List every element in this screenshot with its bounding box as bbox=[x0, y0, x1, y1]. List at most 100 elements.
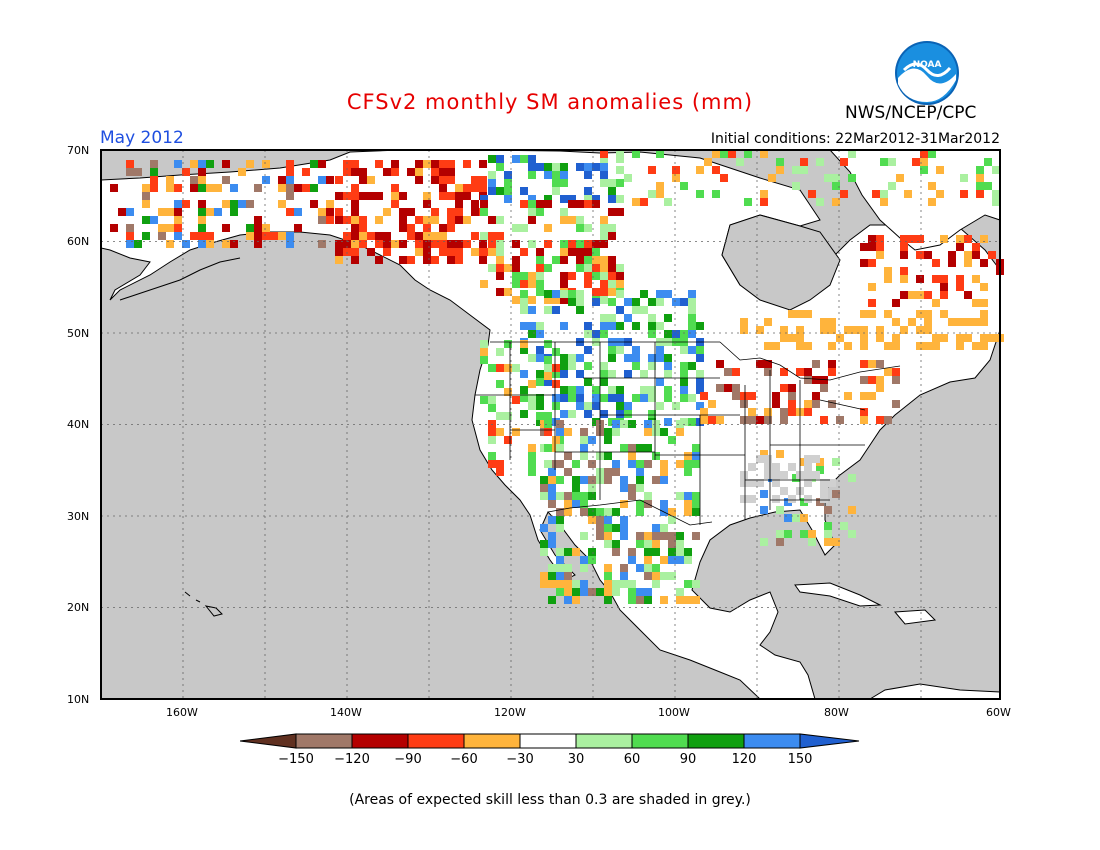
anomaly-cell bbox=[504, 171, 512, 179]
anomaly-cell bbox=[552, 394, 560, 402]
anomaly-cell bbox=[612, 588, 620, 596]
anomaly-cell bbox=[568, 195, 576, 203]
anomaly-cell bbox=[676, 428, 684, 436]
colorbar-bin bbox=[687, 733, 745, 749]
anomaly-cell bbox=[724, 384, 732, 392]
anomaly-cell bbox=[439, 232, 447, 240]
anomaly-cell bbox=[604, 532, 612, 540]
anomaly-cell bbox=[600, 150, 608, 158]
anomaly-cell bbox=[644, 428, 652, 436]
anomaly-cell bbox=[576, 306, 584, 314]
anomaly-cell bbox=[166, 208, 174, 216]
anomaly-cell bbox=[888, 158, 896, 166]
anomaly-cell bbox=[804, 310, 812, 318]
anomaly-cell bbox=[692, 508, 700, 516]
anomaly-cell bbox=[616, 264, 624, 272]
anomaly-cell bbox=[644, 588, 652, 596]
anomaly-cell bbox=[860, 342, 868, 350]
anomaly-cell bbox=[182, 168, 190, 176]
anomaly-cell bbox=[608, 187, 616, 195]
anomaly-cell bbox=[556, 476, 564, 484]
anomaly-cell bbox=[447, 240, 455, 248]
anomaly-cell bbox=[174, 224, 182, 232]
anomaly-cell bbox=[656, 150, 664, 158]
anomaly-cell bbox=[592, 402, 600, 410]
anomaly-cell bbox=[548, 500, 556, 508]
anomaly-cell bbox=[804, 342, 812, 350]
anomaly-cell bbox=[884, 275, 892, 283]
anomaly-cell bbox=[286, 184, 294, 192]
anomaly-cell bbox=[134, 240, 142, 248]
anomaly-cell bbox=[572, 588, 580, 596]
anomaly-cell bbox=[592, 330, 600, 338]
anomaly-cell bbox=[660, 468, 668, 476]
anomaly-cell bbox=[520, 410, 528, 418]
anomaly-cell bbox=[512, 364, 520, 372]
anomaly-cell bbox=[692, 580, 700, 588]
colorbar-tick-label: −150 bbox=[278, 752, 314, 767]
anomaly-cell bbox=[407, 168, 415, 176]
anomaly-cell bbox=[848, 506, 856, 514]
anomaly-cell bbox=[608, 354, 616, 362]
anomaly-cell bbox=[572, 548, 580, 556]
anomaly-cell bbox=[980, 310, 988, 318]
anomaly-cell bbox=[471, 208, 479, 216]
anomaly-cell bbox=[884, 368, 892, 376]
anomaly-cell bbox=[552, 163, 560, 171]
anomaly-cell bbox=[504, 179, 512, 187]
anomaly-cell bbox=[812, 376, 820, 384]
low-skill-cell bbox=[756, 455, 764, 463]
anomaly-cell bbox=[302, 184, 310, 192]
anomaly-cell bbox=[632, 346, 640, 354]
anomaly-cell bbox=[383, 240, 391, 248]
anomaly-cell bbox=[548, 476, 556, 484]
anomaly-cell bbox=[600, 362, 608, 370]
anomaly-cell bbox=[612, 428, 620, 436]
anomaly-cell bbox=[708, 416, 716, 424]
anomaly-cell bbox=[688, 290, 696, 298]
anomaly-cell bbox=[908, 291, 916, 299]
anomaly-cell bbox=[972, 243, 980, 251]
anomaly-cell bbox=[286, 208, 294, 216]
anomaly-cell bbox=[684, 596, 692, 604]
anomaly-cell bbox=[628, 444, 636, 452]
anomaly-cell bbox=[900, 243, 908, 251]
anomaly-cell bbox=[302, 168, 310, 176]
anomaly-cell bbox=[616, 272, 624, 280]
anomaly-cell bbox=[463, 192, 471, 200]
anomaly-cell bbox=[182, 240, 190, 248]
anomaly-cell bbox=[656, 378, 664, 386]
anomaly-cell bbox=[576, 216, 584, 224]
anomaly-cell bbox=[548, 516, 556, 524]
anomaly-cell bbox=[656, 402, 664, 410]
anomaly-cell bbox=[126, 168, 134, 176]
anomaly-cell bbox=[924, 291, 932, 299]
anomaly-cell bbox=[676, 420, 684, 428]
anomaly-cell bbox=[576, 224, 584, 232]
anomaly-cell bbox=[632, 298, 640, 306]
low-skill-cell bbox=[788, 463, 796, 471]
anomaly-cell bbox=[536, 370, 544, 378]
anomaly-cell bbox=[684, 556, 692, 564]
anomaly-cell bbox=[455, 184, 463, 192]
anomaly-cell bbox=[479, 176, 487, 184]
anomaly-cell bbox=[828, 360, 836, 368]
anomaly-cell bbox=[732, 392, 740, 400]
anomaly-cell bbox=[262, 224, 270, 232]
anomaly-cell bbox=[972, 275, 980, 283]
anomaly-cell bbox=[948, 259, 956, 267]
anomaly-cell bbox=[980, 342, 988, 350]
anomaly-cell bbox=[612, 580, 620, 588]
anomaly-cell bbox=[652, 524, 660, 532]
anomaly-cell bbox=[564, 508, 572, 516]
anomaly-cell bbox=[471, 200, 479, 208]
anomaly-cell bbox=[488, 428, 496, 436]
anomaly-cell bbox=[920, 158, 928, 166]
anomaly-cell bbox=[556, 556, 564, 564]
anomaly-cell bbox=[439, 184, 447, 192]
anomaly-cell bbox=[644, 596, 652, 604]
anomaly-cell bbox=[776, 506, 784, 514]
anomaly-cell bbox=[536, 322, 544, 330]
anomaly-cell bbox=[326, 200, 334, 208]
colorbar-bin bbox=[743, 733, 801, 749]
